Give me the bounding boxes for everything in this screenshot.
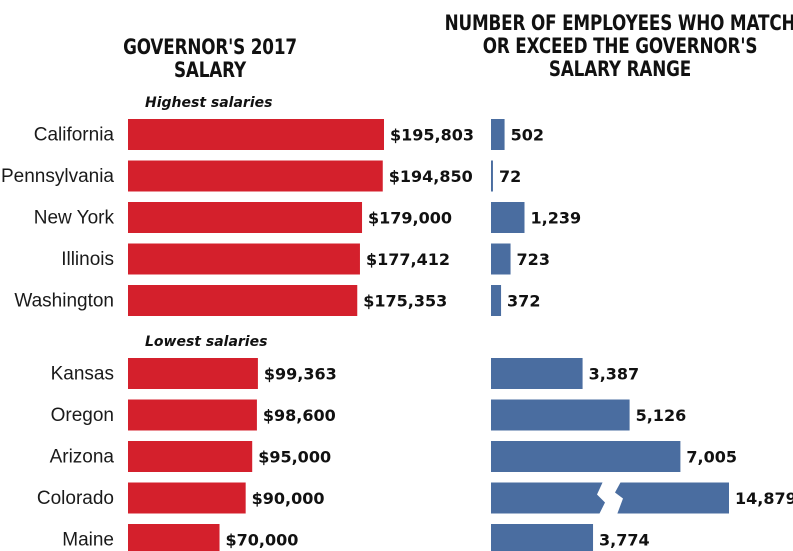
salary-bar-pennsylvania [128,160,383,192]
employees-bar-new-york [491,202,525,233]
state-label-new-york: New York [34,208,115,229]
salary-value-maine: $70,000 [226,531,299,550]
salary-value-new-york: $179,000 [368,209,452,228]
employees-bar-illinois [491,243,511,275]
employees-value-illinois: 723 [517,250,550,269]
employees-bar-maine [491,524,594,551]
employees-bar-washington [491,285,502,316]
salary-value-colorado: $90,000 [252,489,325,508]
state-label-oregon: Oregon [51,405,114,426]
employees-bar-oregon [491,399,630,431]
salary-value-oregon: $98,600 [263,406,336,425]
employees-column-title: NUMBER OF EMPLOYEES WHO MATCH OR EXCEED … [444,11,793,81]
employees-value-kansas: 3,387 [589,365,640,384]
employees-value-california: 502 [511,126,544,145]
employees-value-pennsylvania: 72 [499,167,521,186]
axis-break-colorado [597,481,623,515]
state-label-illinois: Illinois [61,249,114,270]
group-label-highest: Highest salaries [145,95,273,111]
state-label-california: California [34,125,115,146]
salary-value-washington: $175,353 [363,292,447,311]
group-label-lowest: Lowest salaries [145,334,268,350]
salary-bar-new-york [128,202,363,233]
employees-bar-california [491,119,505,150]
state-label-washington: Washington [14,291,114,312]
salary-value-california: $195,803 [390,126,474,145]
employees-value-washington: 372 [507,292,540,311]
state-label-maine: Maine [62,530,114,551]
state-label-kansas: Kansas [51,364,114,385]
employees-value-oregon: 5,126 [636,406,687,425]
salary-bar-illinois [128,243,360,275]
salary-bar-maine [128,524,220,551]
salary-bar-california [128,119,384,150]
salary-value-illinois: $177,412 [366,250,450,269]
employees-bar-arizona [491,441,681,472]
state-label-pennsylvania: Pennsylvania [1,166,114,187]
salary-bar-colorado [128,482,246,514]
salary-value-kansas: $99,363 [264,365,337,384]
state-label-arizona: Arizona [50,447,115,468]
salary-value-arizona: $95,000 [258,448,331,467]
salary-bar-washington [128,285,358,316]
employees-value-maine: 3,774 [599,531,650,550]
salary-bar-kansas [128,358,258,389]
salary-bar-arizona [128,441,253,472]
state-label-colorado: Colorado [37,488,114,509]
salary-column-title: GOVERNOR'S 2017 SALARY [123,35,297,82]
salary-value-pennsylvania: $194,850 [389,167,473,186]
employees-value-new-york: 1,239 [531,209,582,228]
employees-value-arizona: 7,005 [686,448,737,467]
salary-bar-oregon [128,399,257,431]
employees-value-colorado: 14,879 [735,489,793,508]
employees-bar-pennsylvania [491,160,493,192]
employees-bar-kansas [491,358,583,389]
